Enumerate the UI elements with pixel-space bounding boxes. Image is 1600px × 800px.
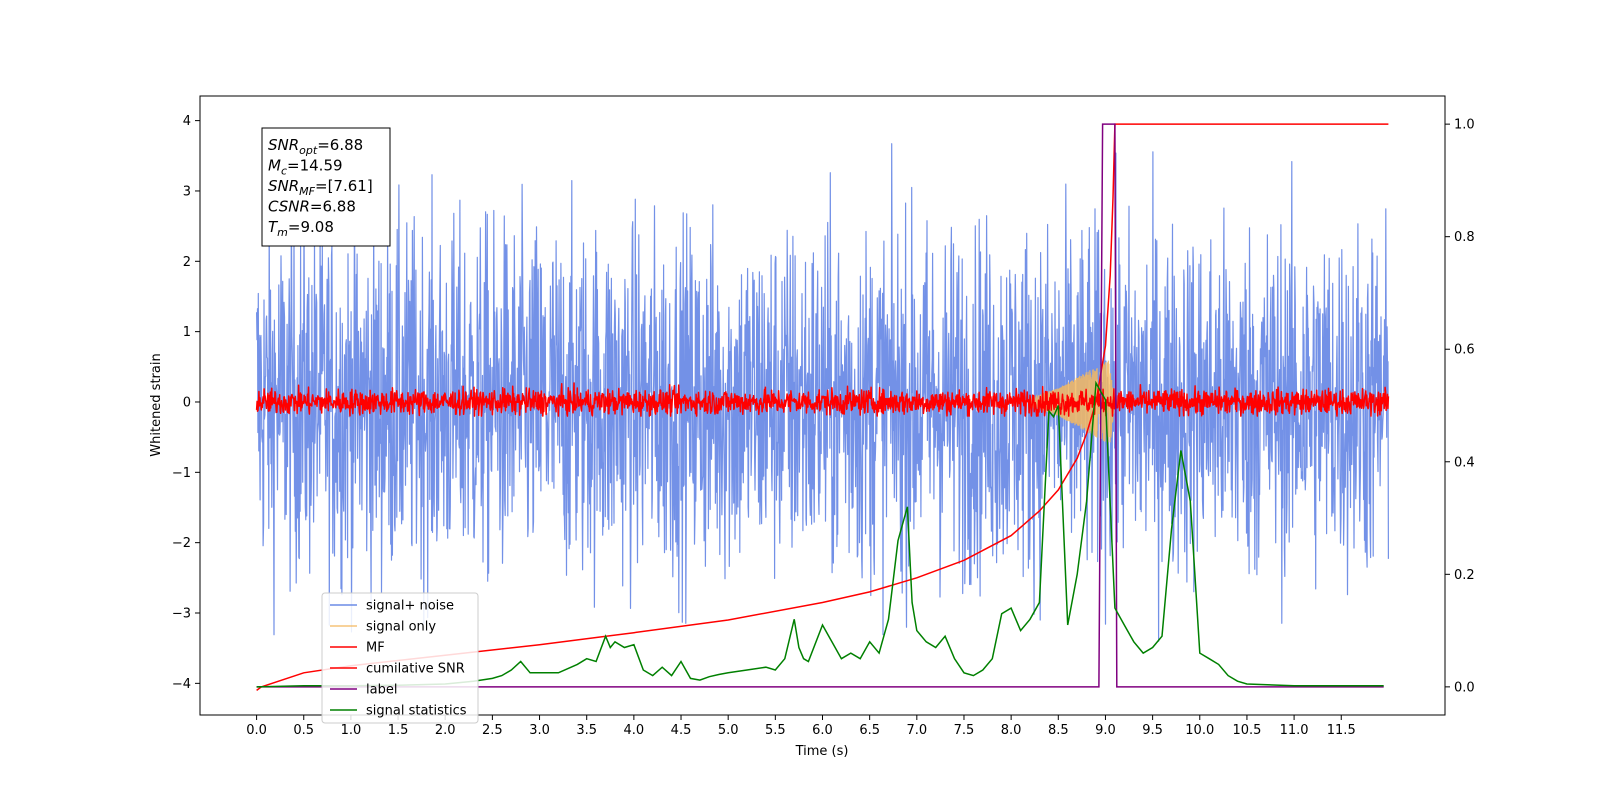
x-tick-label: 2.5 bbox=[482, 723, 503, 738]
x-tick-label: 10.0 bbox=[1185, 723, 1214, 738]
annotation-box-frame bbox=[261, 127, 391, 247]
annotation-line: SNRMF=[7.61] bbox=[268, 177, 373, 198]
y-axis-right: 0.0 0.2 0.4 0.6 0.8 1.0 bbox=[1445, 118, 1475, 695]
y-tick-label: 2 bbox=[183, 255, 191, 270]
x-tick-label: 5.5 bbox=[765, 723, 786, 738]
x-tick-label: 5.0 bbox=[718, 723, 739, 738]
x-tick-label: 0.5 bbox=[293, 723, 314, 738]
annotation-line: Tm=9.08 bbox=[268, 218, 334, 239]
x-tick-label: 3.5 bbox=[576, 723, 597, 738]
annotation-line: CSNR=6.88 bbox=[268, 198, 356, 216]
x-tick-label: 4.5 bbox=[671, 723, 692, 738]
series-signal-statistics bbox=[256, 380, 1384, 688]
y-right-tick-label: 0.2 bbox=[1454, 568, 1475, 583]
x-tick-label: 6.0 bbox=[812, 723, 833, 738]
legend-frame bbox=[321, 592, 479, 724]
series-signal-noise bbox=[256, 143, 1389, 642]
legend-label: MF bbox=[366, 641, 385, 656]
x-tick-label: 3.0 bbox=[529, 723, 550, 738]
legend-label: signal statistics bbox=[366, 704, 467, 719]
y-tick-label: 0 bbox=[183, 395, 191, 410]
legend-label: signal only bbox=[366, 620, 436, 635]
x-tick-label: 4.0 bbox=[624, 723, 645, 738]
legend-label: label bbox=[366, 683, 397, 698]
y-right-tick-label: 0.0 bbox=[1454, 680, 1475, 695]
annotation-box: SNRopt=6.88Mc=14.59SNRMF=[7.61]CSNR=6.88… bbox=[261, 127, 391, 247]
y-axis-title: Whitened strain bbox=[149, 353, 164, 456]
x-axis-title: Time (s) bbox=[795, 744, 849, 759]
x-tick-label: 9.0 bbox=[1095, 723, 1116, 738]
x-tick-label: 8.5 bbox=[1048, 723, 1069, 738]
y-tick-label: −3 bbox=[172, 607, 191, 622]
y-tick-label: 4 bbox=[183, 114, 191, 129]
x-tick-label: 6.5 bbox=[859, 723, 880, 738]
x-tick-label: 11.0 bbox=[1280, 723, 1309, 738]
legend-label: cumilative SNR bbox=[366, 662, 465, 677]
x-tick-label: 8.0 bbox=[1001, 723, 1022, 738]
x-tick-label: 0.0 bbox=[246, 723, 267, 738]
y-tick-label: −1 bbox=[172, 466, 191, 481]
x-tick-label: 11.5 bbox=[1327, 723, 1356, 738]
x-tick-label: 1.0 bbox=[341, 723, 362, 738]
y-right-tick-label: 1.0 bbox=[1454, 118, 1475, 133]
legend: signal+ noise signal only MF cumilative SNR… bbox=[321, 592, 479, 724]
y-tick-label: 3 bbox=[183, 184, 191, 199]
series-label bbox=[256, 123, 1384, 688]
x-tick-label: 1.5 bbox=[388, 723, 409, 738]
annotation-line: Mc=14.59 bbox=[268, 157, 343, 178]
series-mf bbox=[255, 382, 1390, 417]
y-right-tick-label: 0.4 bbox=[1454, 455, 1475, 470]
x-tick-label: 9.5 bbox=[1142, 723, 1163, 738]
x-tick-label: 7.5 bbox=[954, 723, 975, 738]
y-axis-left: −4 −3 −2 −1 0 1 2 3 4 bbox=[172, 114, 200, 692]
y-tick-label: −4 bbox=[172, 677, 191, 692]
y-right-tick-label: 0.8 bbox=[1454, 230, 1475, 245]
y-right-tick-label: 0.6 bbox=[1454, 343, 1475, 358]
x-tick-label: 2.0 bbox=[435, 723, 456, 738]
annotation-line: SNRopt=6.88 bbox=[268, 136, 363, 157]
legend-label: signal+ noise bbox=[366, 599, 454, 614]
y-tick-label: −2 bbox=[172, 536, 191, 551]
x-tick-label: 7.0 bbox=[906, 723, 927, 738]
x-tick-label: 10.5 bbox=[1232, 723, 1261, 738]
y-tick-label: 1 bbox=[183, 325, 191, 340]
x-axis: 0.0 0.5 1.0 1.5 2.0 2.5 3.0 3.5 4.0 4.5 5.0 5.5 6.0 6… bbox=[246, 715, 1356, 738]
